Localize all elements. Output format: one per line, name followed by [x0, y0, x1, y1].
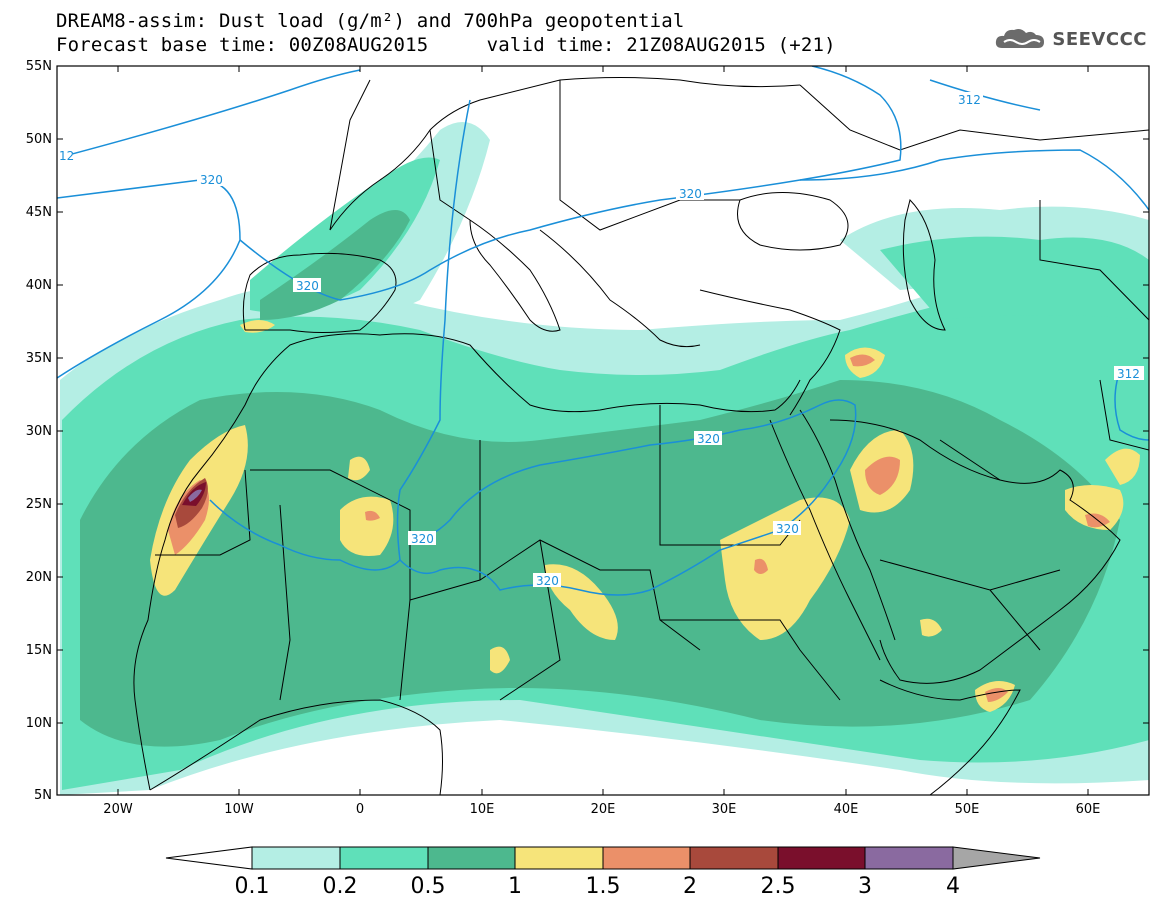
contour-label: 320: [776, 522, 799, 536]
colorbar-label: 4: [946, 874, 960, 899]
lon-tick-label: 30E: [712, 802, 737, 817]
seevccc-logo: SEEVCCC: [994, 26, 1147, 52]
contour-label: 320: [679, 187, 702, 201]
lat-tick-label: 35N: [26, 351, 52, 366]
lon-tick-label: 20W: [103, 802, 133, 817]
lon-tick-label: 10W: [224, 802, 254, 817]
contour-label-group: 12 320 320 320 312 320 320 320 320 312: [57, 92, 1144, 588]
lat-tick-label: 50N: [26, 132, 52, 147]
colorbar-swatch: [340, 847, 428, 869]
colorbar-label: 2: [683, 874, 697, 899]
colorbar-swatch: [603, 847, 690, 869]
map-title: DREAM8-assim: Dust load (g/m²) and 700hP…: [56, 10, 685, 32]
lat-tick-label: 25N: [26, 497, 52, 512]
colorbar-low-arrow: [165, 846, 253, 870]
lon-tick-label: 50E: [955, 802, 980, 817]
lat-tick-label: 20N: [26, 570, 52, 585]
colorbar-high-arrow: [953, 847, 1040, 869]
contour-label: 320: [536, 574, 559, 588]
longitude-axis: 20W 10W 0 10E 20E 30E 40E 50E 60E: [103, 66, 1100, 817]
lat-tick-label: 15N: [26, 643, 52, 658]
forecast-time-subtitle: Forecast base time: 00Z08AUG2015 valid t…: [56, 34, 836, 56]
lon-tick-label: 60E: [1076, 802, 1101, 817]
lat-tick-label: 45N: [26, 205, 52, 220]
colorbar-label: 2.5: [761, 874, 796, 899]
colorbar-label: 0.5: [411, 874, 446, 899]
colorbar-label: 1.5: [586, 874, 621, 899]
latitude-axis: 55N 50N 45N 40N 35N 30N 25N 20N 15N 10N …: [26, 59, 1149, 803]
lat-tick-label: 40N: [26, 278, 52, 293]
colorbar-label: 3: [858, 874, 872, 899]
logo-text: SEEVCCC: [1052, 28, 1147, 50]
lon-tick-label: 40E: [834, 802, 859, 817]
colorbar-label: 0.1: [235, 874, 270, 899]
contour-label: 320: [200, 173, 223, 187]
contour-label: 312: [958, 93, 981, 107]
colorbar-swatch: [690, 847, 778, 869]
coastlines-and-borders: [133, 77, 1149, 795]
contour-label: 320: [411, 532, 434, 546]
contour-label: 312: [1117, 367, 1140, 381]
colorbar-swatch: [252, 847, 340, 869]
lat-tick-label: 5N: [34, 788, 52, 803]
colorbar-swatch: [865, 847, 953, 869]
colorbar-swatch: [778, 847, 865, 869]
colorbar-label: 0.2: [323, 874, 358, 899]
contour-label: 320: [697, 432, 720, 446]
lon-tick-label: 10E: [470, 802, 495, 817]
cloud-icon: [996, 29, 1045, 48]
dust-level-2-plus: [175, 478, 208, 528]
colorbar-swatch: [515, 847, 603, 869]
colorbar-label: 1: [508, 874, 522, 899]
lat-tick-label: 10N: [26, 716, 52, 731]
dust-load-field: [60, 122, 1149, 795]
lon-tick-label: 20E: [591, 802, 616, 817]
geopotential-contours: [57, 66, 1149, 596]
lat-tick-label: 55N: [26, 59, 52, 74]
colorbar: 0.1 0.2 0.5 1 1.5 2 2.5 3 4: [165, 846, 1041, 899]
contour-label: 320: [296, 279, 319, 293]
colorbar-swatch: [428, 847, 515, 869]
contour-label: 12: [59, 149, 74, 163]
lat-tick-label: 30N: [26, 424, 52, 439]
lon-tick-label: 0: [356, 802, 364, 817]
